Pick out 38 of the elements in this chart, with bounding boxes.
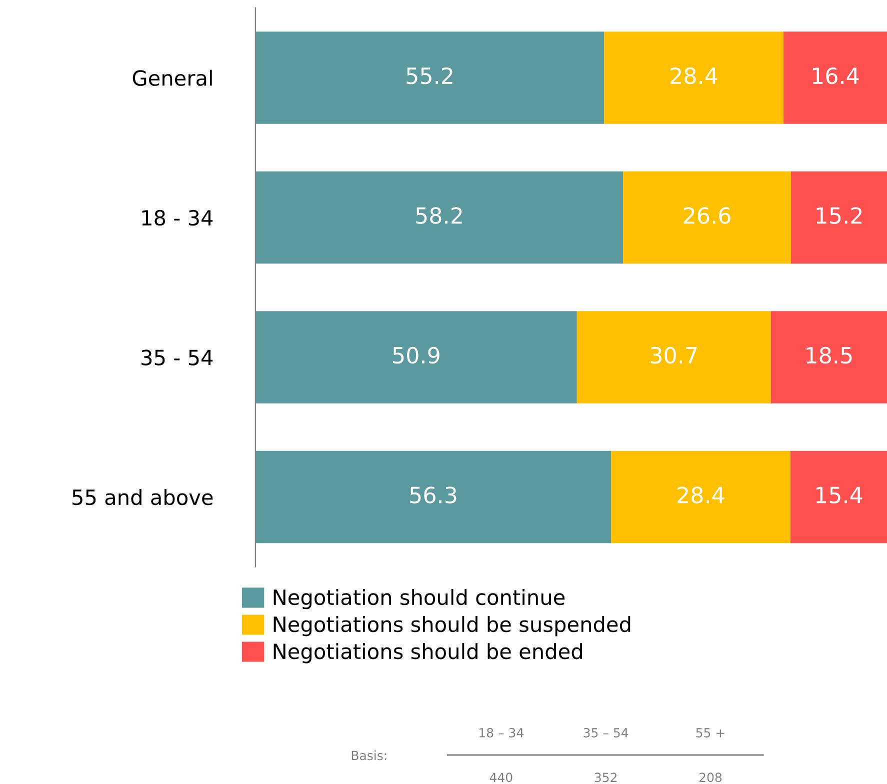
data-label: 16.4 [812,67,859,84]
y-tick-label: 18 - 34 [142,210,213,226]
text: 352 [594,772,616,782]
bar [255,32,604,124]
text: 35 – 54 [584,728,628,738]
data-label: 15.4 [816,486,862,504]
text: 55 + [696,728,724,738]
bar [611,450,790,544]
bar [604,32,784,124]
bar [791,171,887,264]
y-tick-label: 55 and above [72,489,213,506]
legend-label: Negotiations should be suspended [274,616,630,636]
text: Basis: [352,750,386,760]
data-label: 50.9 [393,346,440,364]
data-label: 55.2 [406,67,452,84]
data-label: 18.5 [806,346,852,364]
bar [255,311,577,404]
text: 208 [699,772,722,782]
data-label: 15.2 [816,207,862,224]
data-label: 58.2 [416,207,462,224]
bar [255,171,624,264]
bar [790,450,887,544]
bar [255,450,612,544]
data-label: 28.4 [670,67,718,84]
bar [770,311,887,404]
y-tick-label: General [132,70,212,86]
legend-label: Negotiation should continue [274,589,565,610]
data-label: 30.7 [650,346,697,364]
data-label: 28.4 [678,486,724,504]
bar [576,311,771,404]
data-label: 56.3 [410,486,456,504]
legend-label: Negotiations should be ended [274,643,582,664]
bar [783,32,887,124]
text: 440 [490,772,512,782]
bar [623,171,792,264]
text: 18 – 34 [480,728,524,738]
data-label: 26.6 [684,207,730,224]
y-tick-label: 35 - 54 [142,350,213,366]
